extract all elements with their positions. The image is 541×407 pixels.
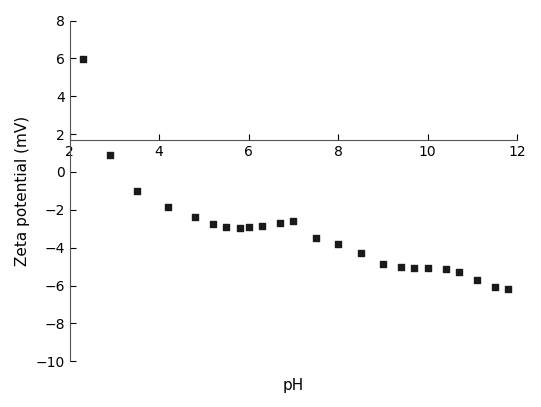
Point — [164, 204, 173, 210]
Point — [289, 218, 298, 225]
Point — [491, 284, 499, 291]
Point — [276, 220, 285, 226]
Point — [190, 214, 199, 221]
Point — [424, 264, 432, 271]
Point — [245, 223, 253, 230]
Point — [105, 152, 114, 158]
Point — [258, 223, 266, 229]
Point — [208, 221, 217, 227]
Point — [79, 56, 88, 63]
Point — [133, 188, 141, 194]
Point — [379, 260, 387, 267]
Point — [504, 286, 512, 293]
Point — [410, 264, 419, 271]
Point — [356, 250, 365, 257]
Point — [454, 269, 463, 276]
Y-axis label: Zeta potential (mV): Zeta potential (mV) — [15, 116, 30, 266]
Point — [235, 225, 244, 231]
Point — [522, 313, 531, 320]
Point — [222, 223, 230, 230]
Point — [441, 265, 450, 272]
Point — [473, 277, 481, 283]
Point — [312, 235, 320, 241]
Point — [334, 241, 342, 247]
X-axis label: pH: pH — [283, 379, 304, 394]
Point — [397, 263, 405, 270]
